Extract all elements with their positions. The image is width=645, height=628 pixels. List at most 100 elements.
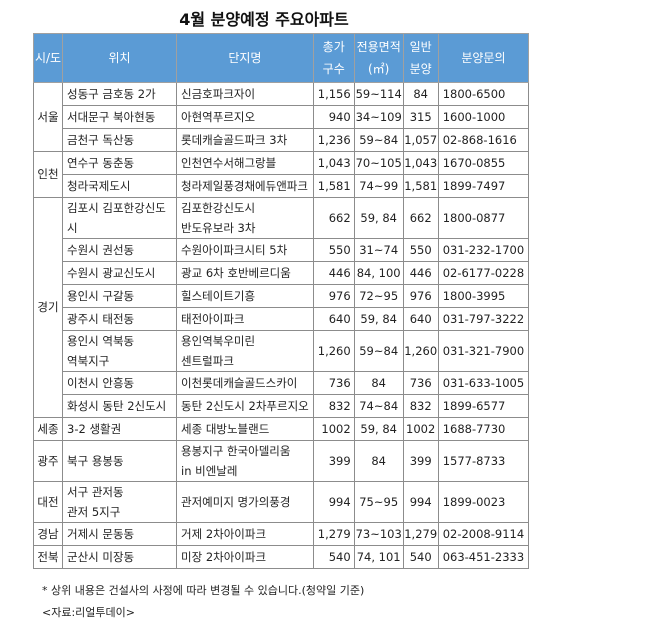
- general-cell: 640: [402, 307, 439, 331]
- area-cell: 84: [353, 371, 404, 395]
- header-area: 전용면적 (㎡): [353, 33, 404, 83]
- area-cell: 59~84: [353, 330, 404, 372]
- region-cell: 인천: [33, 151, 63, 198]
- households-cell: 446: [312, 261, 355, 285]
- contact-cell: 1800-0877: [437, 197, 530, 239]
- complex-cell: 이천롯데캐슬골드스카이: [176, 371, 314, 395]
- contact-cell: 031-797-3222: [437, 307, 530, 331]
- general-cell: 1,260: [402, 330, 439, 372]
- location-cell: 거제시 문동동: [62, 522, 177, 546]
- table-row: 인천 연수구 동춘동 인천연수서해그랑블 1,043 70~105 1,043 1670-0…: [33, 151, 530, 198]
- area-cell: 75~95: [353, 481, 404, 523]
- region-cell: 광주: [33, 440, 63, 482]
- table-row: 세종 3-2 생활권 세종 대방노블랜드 1002 59, 84 1002 1688-773…: [33, 417, 530, 441]
- general-cell: 1002: [402, 417, 439, 441]
- area-cell: 59, 84: [353, 417, 404, 441]
- contact-cell: 1899-6577: [437, 394, 530, 418]
- complex-cell: 수원아이파크시티 5차: [176, 238, 314, 262]
- contact-cell: 1670-0855: [437, 151, 530, 175]
- general-cell: 662: [402, 197, 439, 239]
- complex-cell: 동탄 2신도시 2차푸르지오: [176, 394, 314, 418]
- area-cell: 84, 100: [353, 261, 404, 285]
- households-cell: 1,043: [312, 151, 355, 175]
- region-cell: 대전: [33, 481, 63, 523]
- area-cell: 31~74: [353, 238, 404, 262]
- contact-cell: 1899-7497: [437, 174, 530, 198]
- general-cell: 84: [402, 82, 439, 106]
- location-cell: 북구 용봉동: [62, 440, 177, 482]
- complex-cell: 용봉지구 한국아델리움 in 비엔날레: [176, 440, 314, 482]
- households-cell: 550: [312, 238, 355, 262]
- header-location: 위치: [62, 33, 177, 83]
- complex-cell: 김포한강신도시 반도유보라 3차: [176, 197, 314, 239]
- general-cell: 315: [402, 105, 439, 129]
- households-cell: 540: [312, 545, 355, 569]
- complex-cell: 태전아이파크: [176, 307, 314, 331]
- complex-cell: 용인역북우미린 센트럴파크: [176, 330, 314, 372]
- apartment-table: 시/도 위치 단지명 총가 구수 전용면적 (㎡) 일반 분양 분양문의 서울 성…: [33, 33, 530, 569]
- region-cell: 세종: [33, 417, 63, 441]
- households-cell: 1002: [312, 417, 355, 441]
- households-cell: 640: [312, 307, 355, 331]
- contact-cell: 031-633-1005: [437, 371, 530, 395]
- region-cell: 경남: [33, 522, 63, 546]
- general-cell: 736: [402, 371, 439, 395]
- households-cell: 940: [312, 105, 355, 129]
- location-cell: 청라국제도시: [62, 174, 177, 198]
- area-cell: 84: [353, 440, 404, 482]
- contact-cell: 1600-1000: [437, 105, 530, 129]
- households-cell: 1,279: [312, 522, 355, 546]
- location-cell: 금천구 독산동: [62, 128, 177, 152]
- table-row: 전북 군산시 미장동 미장 2차아이파크 540 74, 101 540 063-451-2…: [33, 545, 530, 569]
- contact-cell: 1688-7730: [437, 417, 530, 441]
- households-cell: 662: [312, 197, 355, 239]
- table-row: 광주시 태전동 태전아이파크 640 59, 84 640 031-797-3222: [34, 307, 530, 331]
- region-cell: 전북: [33, 545, 63, 569]
- general-cell: 446: [402, 261, 439, 285]
- location-cell: 서대문구 북아현동: [62, 105, 177, 129]
- general-cell: 1,043: [402, 151, 439, 175]
- households-cell: 1,260: [312, 330, 355, 372]
- location-cell: 연수구 동춘동: [62, 151, 177, 175]
- table-row: 용인시 구갈동 힐스테이트기흥 976 72~95 976 1800-3995: [34, 284, 530, 308]
- table-header-row: 시/도 위치 단지명 총가 구수 전용면적 (㎡) 일반 분양 분양문의: [33, 33, 530, 83]
- location-cell: 이천시 안흥동: [62, 371, 177, 395]
- area-cell: 59~84: [353, 128, 404, 152]
- contact-cell: 063-451-2333: [437, 545, 530, 569]
- table-row: 용인시 역북동 역북지구 용인역북우미린 센트럴파크 1,260 59~84 1,260…: [34, 330, 530, 372]
- header-region: 시/도: [33, 33, 63, 83]
- complex-cell: 롯데캐슬골드파크 3차: [176, 128, 314, 152]
- contact-cell: 02-2008-9114: [437, 522, 530, 546]
- complex-cell: 광교 6차 호반베르디움: [176, 261, 314, 285]
- households-cell: 736: [312, 371, 355, 395]
- contact-cell: 031-321-7900: [437, 330, 530, 372]
- location-cell: 수원시 광교신도시: [62, 261, 177, 285]
- households-cell: 1,581: [312, 174, 355, 198]
- households-cell: 1,156: [312, 82, 355, 106]
- general-cell: 1,279: [402, 522, 439, 546]
- table-row: 수원시 권선동 수원아이파크시티 5차 550 31~74 550 031-232-170…: [34, 238, 530, 262]
- header-complex: 단지명: [176, 33, 314, 83]
- households-cell: 399: [312, 440, 355, 482]
- contact-cell: 1577-8733: [437, 440, 530, 482]
- table-row: 경남 거제시 문동동 거제 2차아이파크 1,279 73~103 1,279 02-200…: [33, 522, 530, 546]
- complex-cell: 청라제일풍경채에듀앤파크: [176, 174, 314, 198]
- table-row: 경기 김포시 김포한강신도시 김포한강신도시 반도유보라 3차 662 59, 84 66…: [33, 197, 530, 418]
- area-cell: 59~114: [353, 82, 404, 106]
- households-cell: 976: [312, 284, 355, 308]
- area-cell: 70~105: [353, 151, 404, 175]
- area-cell: 59, 84: [353, 307, 404, 331]
- table-row: 서울 성동구 금호동 2가 신금호파크자이 1,156 59~114 84 1800-650…: [33, 82, 530, 152]
- general-cell: 832: [402, 394, 439, 418]
- region-cell: 서울: [33, 82, 63, 152]
- general-cell: 1,057: [402, 128, 439, 152]
- location-cell: 3-2 생활권: [62, 417, 177, 441]
- location-cell: 군산시 미장동: [62, 545, 177, 569]
- location-cell: 수원시 권선동: [62, 238, 177, 262]
- general-cell: 976: [402, 284, 439, 308]
- table-row: 수원시 광교신도시 광교 6차 호반베르디움 446 84, 100 446 02-617…: [34, 261, 530, 285]
- contact-cell: 1899-0023: [437, 481, 530, 523]
- complex-cell: 거제 2차아이파크: [176, 522, 314, 546]
- complex-cell: 아현역푸르지오: [176, 105, 314, 129]
- contact-cell: 02-868-1616: [437, 128, 530, 152]
